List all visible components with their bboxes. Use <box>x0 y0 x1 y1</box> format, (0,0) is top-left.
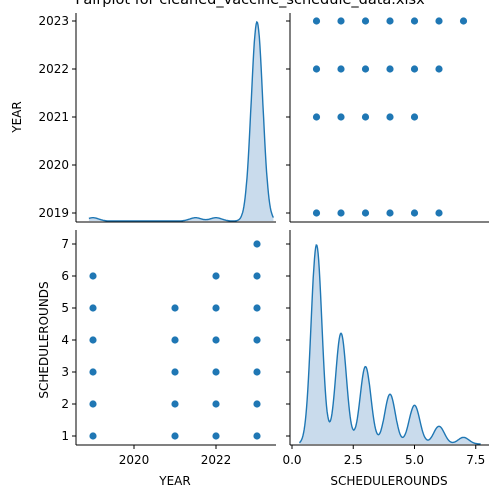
x-tick-label: 0.0 <box>282 453 301 467</box>
y-tick-label: 1 <box>61 429 69 443</box>
scatter-point <box>253 432 261 440</box>
scatter-point <box>435 17 443 25</box>
y-tick-label: 2022 <box>38 62 69 76</box>
scatter-point <box>459 17 468 25</box>
y-tick-label: 6 <box>61 269 69 283</box>
scatter-point <box>212 400 220 408</box>
scatter-point <box>361 17 370 25</box>
scatter-point <box>410 65 419 73</box>
scatter-point <box>253 368 261 376</box>
scatter-point <box>386 209 394 217</box>
x-tick-label: 2.5 <box>344 453 363 467</box>
y-tick-label: 2023 <box>38 14 69 28</box>
panel-rounds-kde: 0.0 2.5 5.0 7.5 <box>282 230 489 467</box>
y-tick-label: 2 <box>61 397 69 411</box>
kde-line <box>298 243 481 445</box>
scatter-point <box>89 272 97 280</box>
scatter-point <box>212 272 220 280</box>
scatter-point <box>89 368 97 376</box>
scatter-point <box>435 65 443 73</box>
y-axis-title-year: YEAR <box>10 101 24 133</box>
scatter-point <box>89 432 97 440</box>
kde-line <box>88 20 275 222</box>
chart-title: Pairplot for cleaned_vaccine_schedule_da… <box>75 0 425 8</box>
panel-year-vs-rounds-scatter: 1 2 3 4 5 6 7 2020 2022 <box>61 230 276 467</box>
scatter-point <box>212 432 220 440</box>
y-tick-label: 2021 <box>38 110 69 124</box>
scatter-point <box>312 65 321 73</box>
y-tick-label: 2019 <box>38 206 69 220</box>
scatter-point <box>435 209 443 217</box>
scatter-point <box>171 400 179 408</box>
scatter-point <box>171 336 179 344</box>
scatter-point <box>337 65 345 73</box>
scatter-point <box>253 400 261 408</box>
scatter-point <box>312 113 321 121</box>
scatter-point <box>253 240 261 248</box>
y-tick-label: 3 <box>61 365 69 379</box>
scatter-point <box>89 400 97 408</box>
scatter-point <box>410 209 419 217</box>
x-tick-label: 2022 <box>201 453 232 467</box>
kde-fill <box>299 245 481 444</box>
scatter-point <box>89 304 97 312</box>
scatter-point <box>171 368 179 376</box>
scatter-point <box>410 113 419 121</box>
x-axis-title-year: YEAR <box>158 474 190 488</box>
y-tick-label: 4 <box>61 333 69 347</box>
scatter-point <box>337 209 345 217</box>
scatter-point <box>386 65 394 73</box>
scatter-point <box>361 209 370 217</box>
y-tick-label: 2020 <box>38 158 69 172</box>
scatter-point <box>89 336 97 344</box>
scatter-point <box>171 432 179 440</box>
scatter-point <box>253 336 261 344</box>
scatter-point <box>386 17 394 25</box>
y-axis-title-rounds: SCHEDULEROUNDS <box>37 281 51 398</box>
x-tick-label: 7.5 <box>466 453 485 467</box>
scatter-point <box>253 272 261 280</box>
scatter-point <box>212 336 220 344</box>
scatter-point <box>410 17 419 25</box>
y-tick-label: 7 <box>61 237 69 251</box>
scatter-point <box>312 209 321 217</box>
scatter-point <box>361 65 370 73</box>
x-tick-label: 2020 <box>119 453 150 467</box>
scatter-point <box>253 304 261 312</box>
scatter-point <box>312 17 321 25</box>
scatter-point <box>361 113 370 121</box>
x-axis-title-rounds: SCHEDULEROUNDS <box>330 474 447 488</box>
scatter-point <box>212 368 220 376</box>
panel-rounds-vs-year-scatter <box>286 13 489 223</box>
y-tick-label: 5 <box>61 301 69 315</box>
scatter-point <box>386 113 394 121</box>
panel-year-kde: 2019 2020 2021 2022 2023 <box>38 13 276 223</box>
scatter-point <box>337 17 345 25</box>
scatter-point <box>212 304 220 312</box>
scatter-point <box>337 113 345 121</box>
scatter-point <box>171 304 179 312</box>
x-tick-label: 5.0 <box>405 453 424 467</box>
